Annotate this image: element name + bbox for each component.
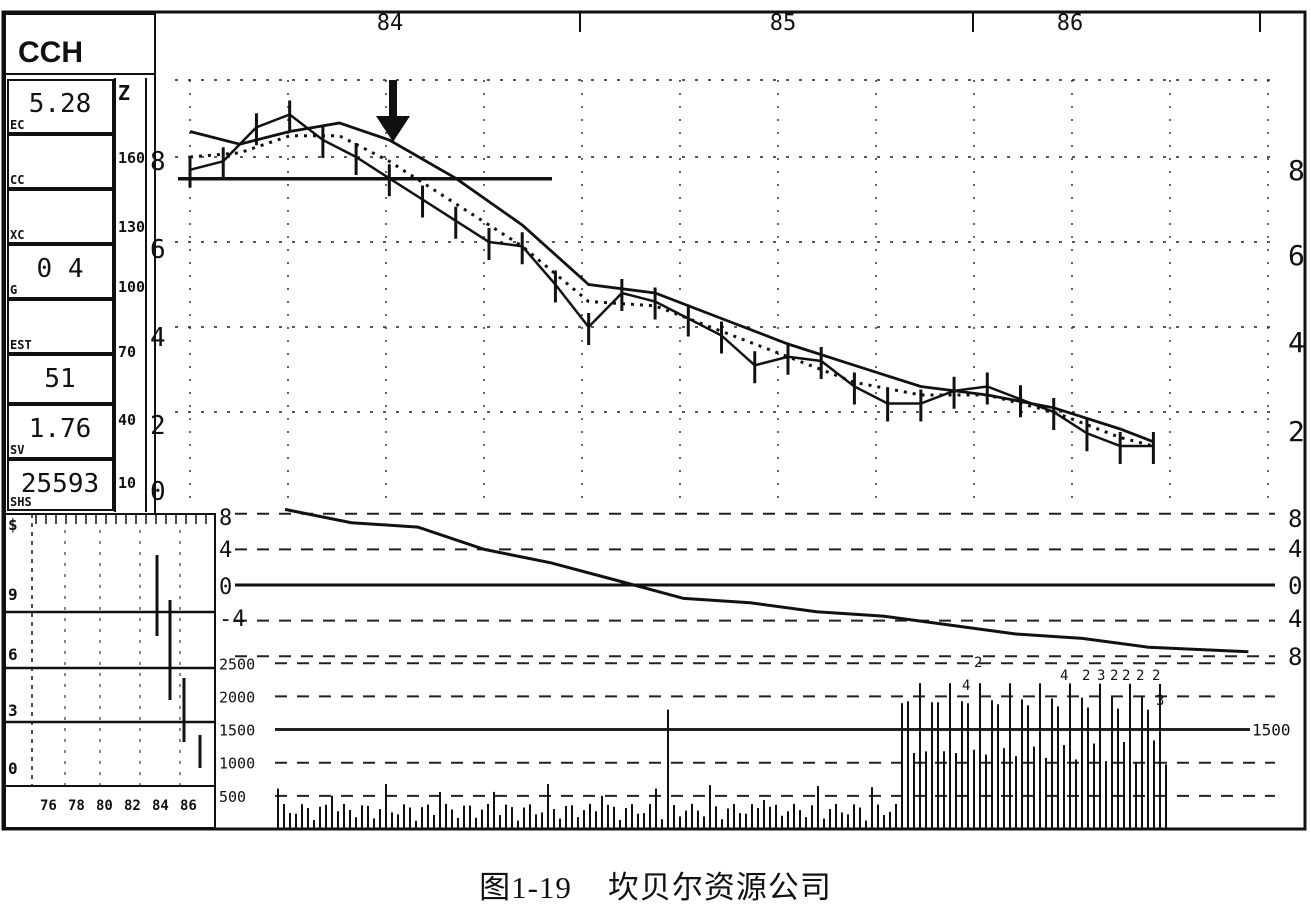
- price-tick-label-left: 8: [150, 147, 166, 177]
- side-panel-field: [7, 134, 114, 189]
- side-panel-label: EC: [10, 118, 24, 132]
- side-scale-label: Z: [118, 81, 130, 105]
- inset-x-tick-label: 78: [68, 798, 85, 814]
- side-panel-field: [7, 244, 114, 299]
- side-panel-value: 25593: [21, 469, 99, 499]
- volume-annotation: 2: [1082, 668, 1090, 684]
- side-scale-label: 70: [118, 343, 136, 361]
- ticker-symbol: CCH: [18, 36, 83, 69]
- side-panel-label: SHS: [10, 495, 32, 509]
- side-panel-label: SV: [10, 443, 24, 457]
- side-panel-label: EST: [10, 338, 32, 352]
- side-panel-label: CC: [10, 173, 24, 187]
- inset-chart: $9 6 3 0 76 78 80 82 84 86: [4, 513, 216, 829]
- side-scale-label: 10: [118, 474, 136, 492]
- volume-annotation: 2: [974, 655, 982, 671]
- moving-average-short: [189, 134, 1154, 448]
- inset-x-tick-label: 84: [152, 798, 169, 814]
- side-panel-field: [7, 299, 114, 354]
- inset-y-tick-label: 0: [8, 759, 18, 778]
- rs-tick-label-right: 4: [1288, 605, 1302, 633]
- volume-tick-label: 1500: [219, 722, 255, 740]
- side-panel-field: [7, 189, 114, 244]
- side-panel-field: [7, 404, 114, 459]
- side-panel-label: G: [10, 283, 17, 297]
- down-arrow-head: [376, 116, 410, 142]
- figure-number: 图1-19: [479, 870, 572, 905]
- volume-tick-label: 500: [219, 788, 246, 806]
- side-panel-label: XC: [10, 228, 24, 242]
- price-series: [189, 113, 1154, 448]
- side-scale-label: 130: [118, 218, 145, 236]
- relative-strength-line: [284, 507, 1249, 654]
- inset-x-tick-label: 80: [96, 798, 113, 814]
- price-tick-label-left: 6: [150, 235, 166, 265]
- side-panel-value: 0 4: [37, 254, 84, 284]
- inset-x-tick-label: 86: [180, 798, 197, 814]
- chart-frame: [1, 10, 1307, 831]
- volume-annotation: 2: [1152, 668, 1160, 684]
- figure-title: 坎贝尔资源公司: [607, 870, 832, 905]
- volume-annotation: 2: [1136, 668, 1144, 684]
- price-tick-label-right: 4: [1288, 326, 1305, 359]
- volume-annotation: 2: [1110, 668, 1118, 684]
- side-panel-field: [7, 79, 114, 134]
- side-panel-value: 5.28: [29, 89, 92, 119]
- inset-x-tick-label: 76: [40, 798, 57, 814]
- axis-labels: 84 85 86864208642840-484048250020001500100…: [150, 11, 1305, 806]
- moving-average-long: [189, 121, 1154, 444]
- price-tick-label-left: 0: [150, 477, 166, 507]
- inset-x-axis-box: [4, 785, 216, 829]
- side-scale-label: 160: [118, 149, 145, 167]
- rs-tick-label-left: 8: [219, 506, 232, 531]
- inset-y-tick-label: 3: [8, 701, 18, 720]
- rs-tick-label-right: 4: [1288, 535, 1302, 563]
- inset-y-tick-label: 6: [8, 645, 18, 664]
- price-series: [178, 80, 1155, 464]
- x-tick-label: 85: [770, 11, 797, 36]
- rs-tick-label-left: -4: [219, 607, 246, 632]
- rs-tick-label-left: 0: [219, 575, 232, 600]
- price-tick-label-left: 2: [150, 411, 166, 441]
- x-tick-label: 84: [377, 11, 404, 36]
- inset-x-tick-label: 82: [124, 798, 141, 814]
- side-scale-label: 100: [118, 278, 145, 296]
- volume-tick-label: 1000: [219, 755, 255, 773]
- rs-tick-label-right: 8: [1288, 643, 1302, 671]
- side-panel-field: [7, 459, 114, 511]
- volume-tick-label: 2000: [219, 688, 255, 706]
- volume-annotation: 3: [1156, 693, 1164, 709]
- outer-border: [1, 10, 1307, 831]
- side-scale-label: 40: [118, 411, 136, 429]
- volume-panel: 244 2 3 2 2 2 23: [275, 655, 1275, 829]
- inset-y-tick-label: 9: [8, 585, 18, 604]
- volume-annotation: 2: [1122, 668, 1130, 684]
- price-tick-label-right: 2: [1288, 415, 1305, 448]
- volume-reference-label: 1500: [1252, 721, 1291, 740]
- price-tick-label-right: 6: [1288, 239, 1305, 272]
- figure-caption: 图1-19 坎贝尔资源公司: [0, 862, 1311, 907]
- price-tick-label-right: 8: [1288, 154, 1305, 187]
- volume-tick-label: 2500: [219, 655, 255, 673]
- side-panel-box: [4, 13, 156, 515]
- inset-box: [4, 513, 216, 787]
- volume-annotation: 4: [962, 678, 970, 694]
- volume-annotation: 3: [1097, 668, 1105, 684]
- volume-annotation: 4: [1060, 668, 1068, 684]
- stock-chart: CCH 5.28 EC CC XC 0 4 G EST 51 1.76 SV 25593 SHS Z 160…: [1, 10, 1307, 831]
- rs-tick-label-left: 4: [219, 538, 232, 563]
- price-tick-label-left: 4: [150, 323, 166, 353]
- side-panel-value: 51: [44, 364, 75, 394]
- rs-tick-label-right: 0: [1288, 572, 1302, 600]
- side-panel-value: 1.76: [29, 414, 92, 444]
- inset-y-tick-label: $: [8, 515, 18, 534]
- rs-tick-label-right: 8: [1288, 505, 1302, 533]
- side-panel-field: [7, 354, 114, 404]
- x-tick-label: 86: [1057, 11, 1084, 36]
- relative-strength-panel: [235, 507, 1275, 658]
